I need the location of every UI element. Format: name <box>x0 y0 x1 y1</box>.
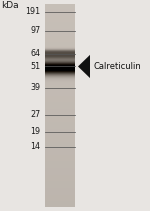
Text: 39: 39 <box>30 83 40 92</box>
Text: Calreticulin: Calreticulin <box>93 62 141 71</box>
Polygon shape <box>78 55 90 78</box>
Text: 51: 51 <box>30 62 40 71</box>
Text: kDa: kDa <box>2 1 19 10</box>
Text: 191: 191 <box>25 7 40 16</box>
Text: 97: 97 <box>30 26 40 35</box>
Text: 64: 64 <box>30 49 40 58</box>
Text: 19: 19 <box>30 127 40 136</box>
Text: 27: 27 <box>30 111 40 119</box>
Text: 14: 14 <box>30 142 40 151</box>
